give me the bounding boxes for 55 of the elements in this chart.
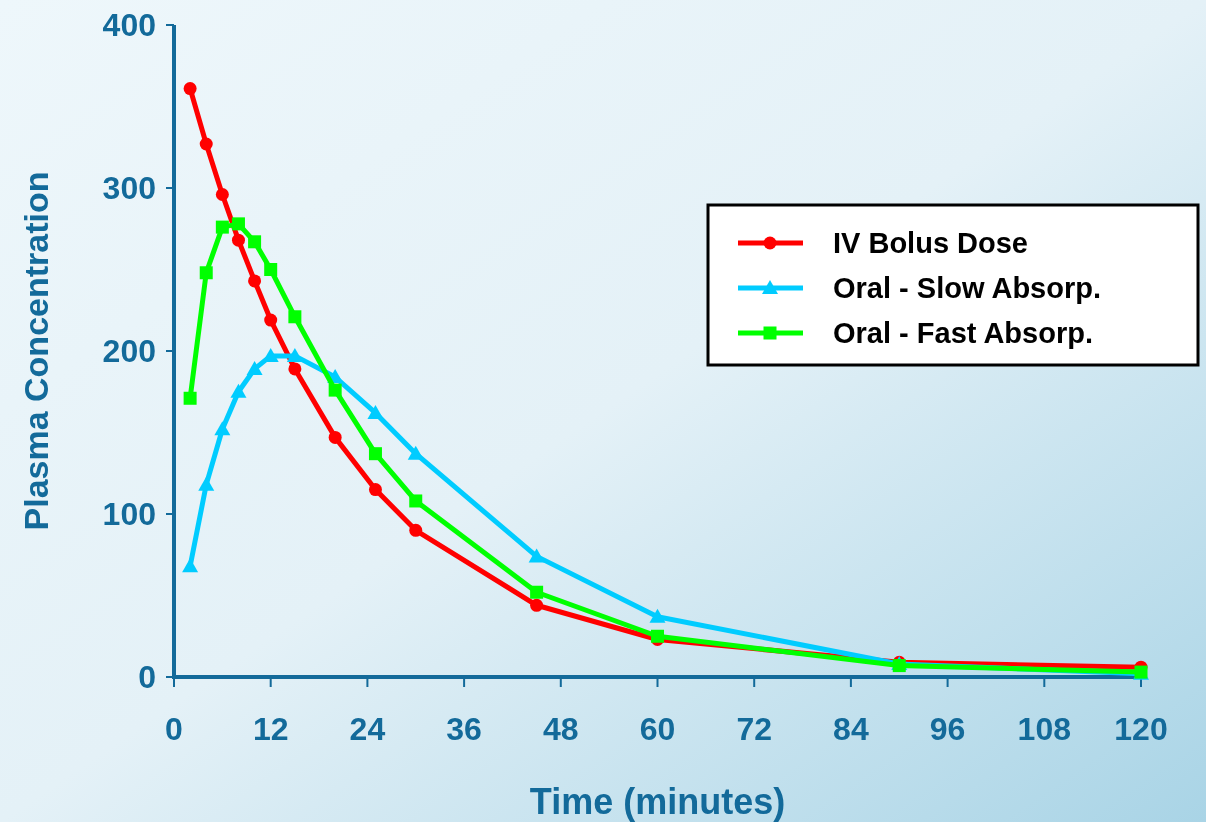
point bbox=[246, 360, 263, 375]
point bbox=[182, 558, 199, 573]
x-axis-title: Time (minutes) bbox=[529, 781, 786, 822]
point bbox=[214, 421, 231, 436]
point bbox=[528, 548, 545, 563]
point bbox=[215, 188, 229, 202]
point bbox=[530, 585, 544, 599]
x-tick-label: 108 bbox=[1017, 711, 1071, 747]
point bbox=[183, 82, 197, 96]
point bbox=[215, 220, 229, 234]
point bbox=[264, 313, 278, 327]
x-tick-label: 12 bbox=[252, 711, 289, 747]
x-tick-label: 24 bbox=[349, 711, 386, 747]
point bbox=[199, 137, 213, 151]
point bbox=[264, 263, 278, 276]
point bbox=[288, 362, 302, 376]
legend-label: Oral - Slow Absorp. bbox=[833, 272, 1102, 305]
y-tick-label: 400 bbox=[102, 7, 156, 44]
x-tick-label: 36 bbox=[446, 711, 482, 747]
point bbox=[530, 598, 544, 612]
point bbox=[328, 430, 342, 444]
point bbox=[409, 523, 423, 537]
point bbox=[231, 233, 245, 247]
point bbox=[407, 445, 424, 460]
point bbox=[183, 391, 197, 405]
x-tick-label: 96 bbox=[929, 711, 966, 747]
x-tick-label: 120 bbox=[1114, 711, 1168, 747]
legend-label: IV Bolus Dose bbox=[833, 227, 1028, 260]
x-tick-label: 60 bbox=[639, 711, 676, 747]
point bbox=[368, 483, 382, 497]
point bbox=[368, 447, 382, 461]
x-tick-label: 72 bbox=[736, 711, 772, 747]
point bbox=[248, 235, 262, 249]
legend-label: Oral - Fast Absorp. bbox=[833, 317, 1093, 350]
point bbox=[649, 608, 666, 623]
point bbox=[409, 494, 423, 508]
y-tick-label: 100 bbox=[102, 496, 156, 533]
y-tick-label: 0 bbox=[138, 659, 156, 696]
x-tick-label: 48 bbox=[543, 711, 579, 747]
point bbox=[231, 217, 245, 231]
point bbox=[892, 659, 906, 673]
point bbox=[286, 347, 303, 362]
point bbox=[230, 383, 247, 398]
x-tick-label: 84 bbox=[833, 711, 869, 747]
y-tick-label: 300 bbox=[102, 170, 156, 207]
point bbox=[288, 310, 302, 324]
x-tick-label: 0 bbox=[165, 711, 183, 747]
point bbox=[328, 383, 342, 397]
y-tick-label: 200 bbox=[102, 333, 156, 370]
point bbox=[248, 274, 262, 288]
point bbox=[367, 404, 384, 419]
point bbox=[199, 266, 213, 280]
point bbox=[198, 476, 215, 491]
y-axis-title: Plasma Concentration bbox=[17, 171, 55, 531]
point bbox=[651, 629, 664, 643]
